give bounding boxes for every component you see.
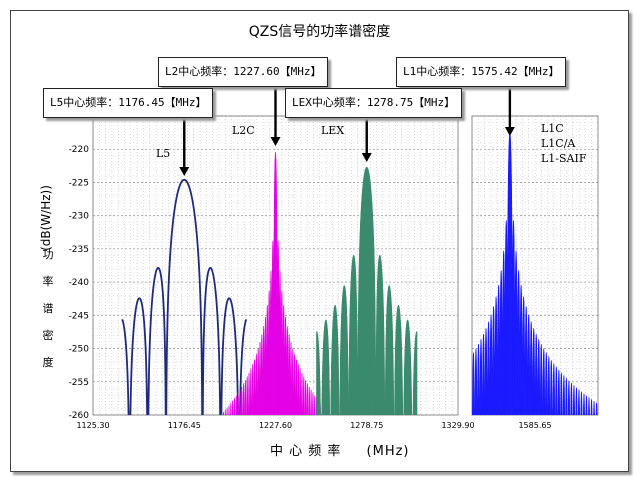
signal-label-l1-2: L1-SAIF	[541, 152, 587, 165]
psd-l5	[121, 178, 248, 415]
y-axis-label-char: 谱	[43, 301, 54, 315]
callout-l5-center: L5中心频率：1176.45【MHz】	[43, 88, 214, 118]
chart-title: QZS信号的功率谱密度	[248, 24, 391, 40]
arrow-head	[179, 167, 190, 176]
y-axis-label-char: 率	[43, 274, 54, 288]
arrow-l5	[179, 117, 190, 176]
y-axis-label-char: 功	[43, 248, 54, 261]
x-axis-label: 中 心 频 率 (MHz)	[270, 440, 410, 459]
signal-label-l2c: L2C	[232, 124, 255, 137]
x-tick-label: 1227.60	[259, 421, 292, 430]
y-axis-label-char: 密	[43, 328, 54, 342]
y-tick-label: -255	[69, 378, 89, 388]
y-tick-label: -230	[69, 212, 90, 222]
y-axis-label-unit: (dB(W/Hz))	[39, 185, 53, 251]
x-tick-label: 1278.75	[350, 421, 383, 430]
y-tick-label: -225	[69, 178, 89, 188]
callout-l1-center: L1中心频率：1575.42【MHz】	[396, 57, 567, 87]
arrow-head	[361, 153, 372, 162]
psd-l2c	[221, 151, 330, 415]
x-axis-label-unit: (MHz)	[366, 444, 410, 459]
y-tick-label: -250	[69, 345, 90, 355]
x-tick-label: 1176.45	[168, 421, 201, 430]
arrow-l2	[270, 86, 281, 146]
y-axis-label: (dB(W/Hz))功率谱密度	[39, 185, 54, 369]
psd-lex	[316, 166, 418, 415]
signal-label-l1-1: L1C/A	[541, 137, 576, 150]
callout-l2-center: L2中心频率：1227.60【MHz】	[158, 57, 329, 87]
arrow-lex	[361, 117, 372, 162]
arrow-head	[504, 127, 515, 136]
y-tick-label: -235	[69, 245, 89, 255]
y-axis-label-char: 度	[43, 355, 54, 369]
arrow-l1	[504, 86, 515, 136]
psd-l1	[472, 132, 598, 415]
signal-label-l1-0: L1C	[541, 122, 564, 135]
x-axis-label-text: 中 心 频 率	[270, 444, 342, 459]
y-tick-label: -240	[69, 278, 90, 288]
y-tick-label: -260	[69, 411, 90, 421]
arrow-head	[270, 137, 281, 146]
y-tick-label: -245	[69, 311, 89, 321]
callout-lex-center: LEX中心频率：1278.75【MHz】	[285, 88, 463, 118]
x-tick-label: 1125.30	[76, 421, 109, 430]
psd-l5-line	[121, 178, 248, 415]
signal-label-lex: LEX	[321, 124, 344, 137]
signal-label-l5: L5	[156, 147, 170, 160]
x-tick-label: 1585.65	[518, 421, 551, 430]
x-tick-label: 1329.90	[441, 421, 474, 430]
y-tick-label: -220	[69, 145, 90, 155]
